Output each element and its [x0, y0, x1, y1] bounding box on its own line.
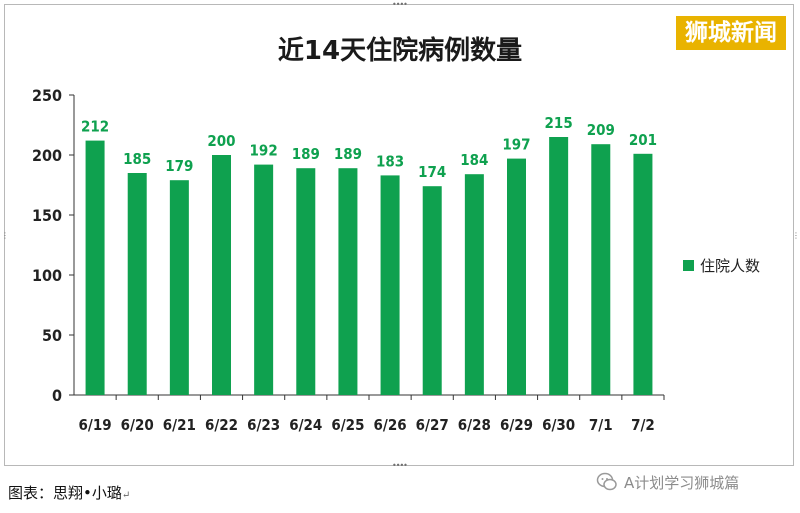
- bar: [85, 140, 105, 395]
- x-tick-label: 6/30: [542, 416, 575, 434]
- x-tick-label: 6/28: [458, 416, 491, 434]
- x-tick-label: 7/2: [631, 416, 655, 434]
- bar: [380, 175, 400, 395]
- data-label: 197: [502, 136, 530, 154]
- wechat-icon: [596, 472, 617, 491]
- legend-label: 住院人数: [700, 257, 760, 275]
- resize-handle-bottom[interactable]: ••••: [392, 461, 408, 470]
- bar: [338, 168, 358, 395]
- bar: [507, 158, 526, 395]
- x-tick-label: 6/20: [121, 416, 154, 434]
- x-tick-label: 6/19: [79, 416, 112, 434]
- x-tick-label: 6/25: [331, 416, 364, 434]
- y-tick-label: 100: [32, 266, 62, 285]
- figure-caption: 图表：思翔•小璐↵: [8, 482, 130, 503]
- data-label: 200: [207, 132, 235, 150]
- x-tick-label: 6/22: [205, 416, 238, 434]
- brand-watermark: 狮城新闻: [676, 16, 786, 50]
- bar: [169, 180, 189, 395]
- y-tick-label: 200: [32, 146, 62, 165]
- data-label: 189: [334, 145, 362, 163]
- data-label: 174: [418, 163, 446, 181]
- data-label: 201: [629, 131, 657, 149]
- resize-handle-left[interactable]: ⋮: [1, 231, 9, 240]
- y-tick-label: 0: [52, 386, 62, 405]
- data-label: 212: [81, 118, 109, 136]
- return-mark: ↵: [121, 490, 131, 501]
- x-tick-label: 6/24: [289, 416, 322, 434]
- legend-swatch: [683, 260, 694, 271]
- y-tick-label: 50: [42, 326, 62, 345]
- bar: [633, 153, 653, 395]
- bar: [127, 173, 147, 395]
- data-label: 215: [545, 114, 573, 132]
- data-label: 179: [165, 157, 193, 175]
- bar: [549, 137, 569, 395]
- bar: [591, 144, 611, 395]
- x-tick-label: 6/27: [416, 416, 449, 434]
- resize-handle-right[interactable]: ⋮: [792, 231, 800, 240]
- data-label: 184: [460, 151, 488, 169]
- x-tick-label: 6/23: [247, 416, 280, 434]
- data-label: 183: [376, 152, 404, 170]
- data-label: 185: [123, 150, 151, 168]
- bar: [254, 164, 274, 395]
- source-text: A计划学习狮城篇: [624, 473, 740, 492]
- data-label: 209: [587, 121, 615, 139]
- bar: [464, 174, 484, 395]
- bar: [212, 155, 231, 395]
- x-tick-label: 6/26: [374, 416, 407, 434]
- data-label: 192: [250, 142, 278, 160]
- source-credit: A计划学习狮城篇: [596, 471, 739, 493]
- chart-title: 近14天住院病例数量: [277, 36, 523, 66]
- data-label: 189: [292, 145, 320, 163]
- x-tick-label: 7/1: [589, 416, 613, 434]
- resize-handle-top[interactable]: ••••: [392, 0, 408, 9]
- x-tick-label: 6/21: [163, 416, 196, 434]
- y-tick-label: 150: [32, 206, 62, 225]
- y-tick-label: 250: [32, 86, 62, 105]
- bar: [296, 168, 316, 395]
- x-tick-label: 6/29: [500, 416, 533, 434]
- caption-text: 图表：思翔•小璐: [8, 484, 122, 502]
- bar: [422, 186, 442, 395]
